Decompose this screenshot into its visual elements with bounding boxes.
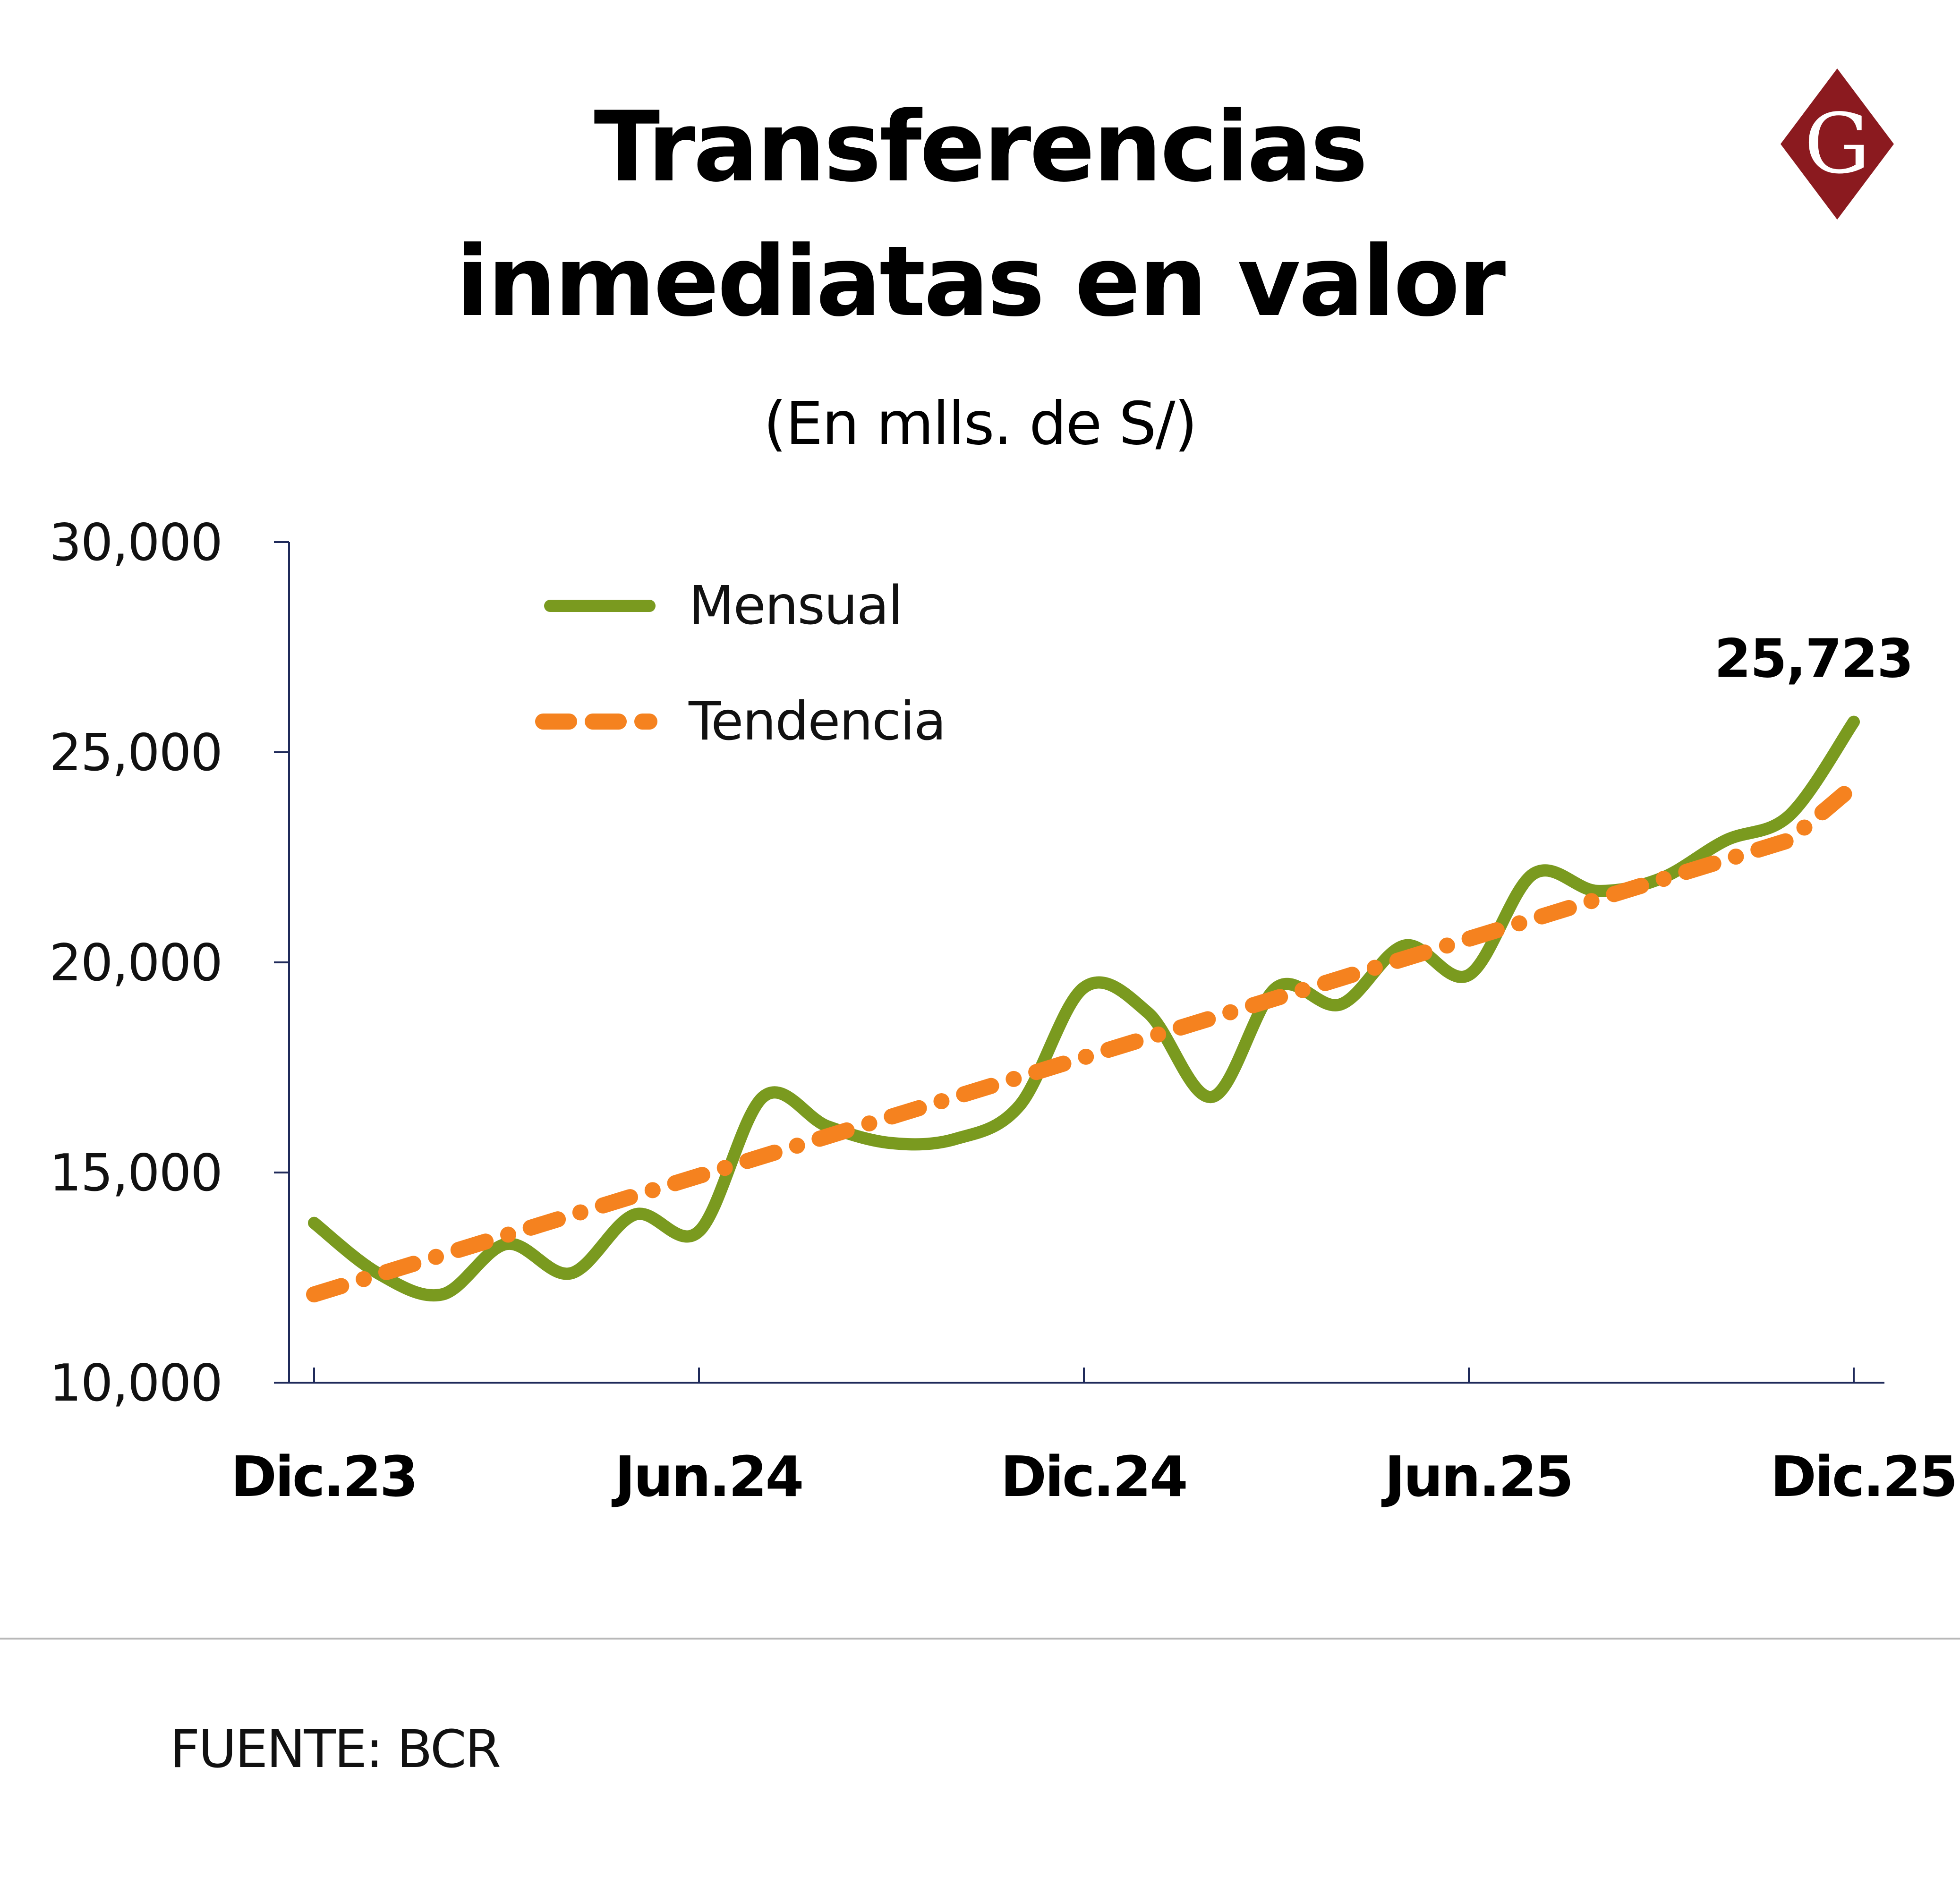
- y-axis-ticks: 10,000 15,000 20,000 25,000 30,000: [49, 513, 289, 1413]
- title-line-1: Transferencias: [594, 91, 1368, 204]
- data-label-last-value: 25,723: [1714, 629, 1913, 690]
- title-line-2: inmediatas en valor: [456, 226, 1506, 338]
- logo-diamond-shape: [1781, 68, 1894, 220]
- x-tick-label: Dic.25: [1770, 1444, 1956, 1509]
- y-tick-label: 30,000: [49, 513, 222, 572]
- chart-title: Transferencias inmediatas en valor: [0, 80, 1960, 349]
- y-tick-label: 15,000: [49, 1144, 222, 1203]
- y-tick-label: 10,000: [49, 1354, 222, 1413]
- series-line-tendencia: [306, 778, 1862, 1303]
- chart-series: [306, 715, 1862, 1303]
- x-tick-label: Dic.23: [230, 1444, 416, 1509]
- x-axis-ticks: Dic.23 Jun.24 Dic.24 Jun.25 Dic.25: [230, 1368, 1958, 1509]
- x-tick-label: Jun.24: [612, 1444, 802, 1509]
- y-tick-label: 25,000: [49, 723, 222, 782]
- y-tick-label: 20,000: [49, 934, 222, 993]
- chart-legend: Mensual Tendencia: [535, 575, 946, 752]
- legend-label: Tendencia: [688, 691, 946, 752]
- footer-divider: [0, 1638, 1960, 1640]
- x-tick-label: Jun.25: [1381, 1444, 1572, 1509]
- x-tick-label: Dic.24: [1000, 1444, 1186, 1509]
- chart-subtitle: (En mlls. de S/): [763, 390, 1198, 458]
- series-line-mensual: [308, 715, 1860, 1302]
- chart-annotations: 25,723: [1714, 629, 1914, 690]
- legend-label: Mensual: [689, 575, 902, 637]
- diamond-g-logo: G: [1781, 68, 1894, 220]
- logo-letter: G: [1804, 96, 1870, 192]
- source-note: FUENTE: BCR: [170, 1719, 501, 1779]
